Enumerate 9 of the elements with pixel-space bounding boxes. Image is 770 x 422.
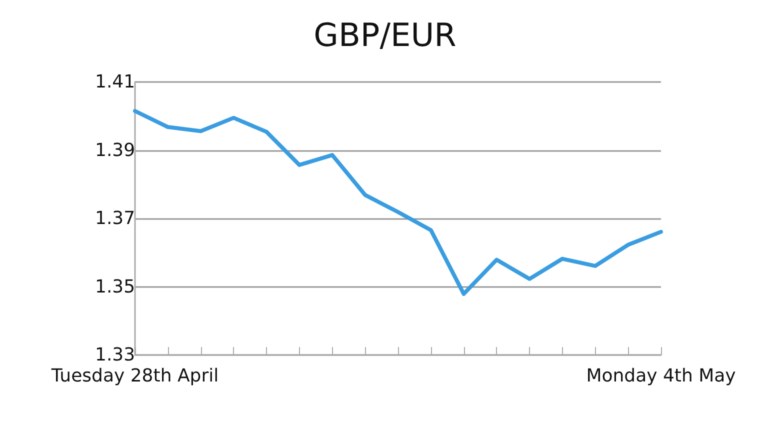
y-tick-label: 1.35 [95,276,136,298]
y-tick-label: 1.37 [95,208,136,229]
line-series [133,109,663,296]
x-tick-label: Monday 4th May [586,366,736,386]
chart-title: GBP/EUR [314,16,456,54]
y-tick-label: 1.33 [95,344,136,366]
y-tick-label: 1.39 [95,140,136,161]
y-tick-label: 1.41 [95,72,136,92]
x-tick-label: Tuesday 28th April [50,366,219,386]
